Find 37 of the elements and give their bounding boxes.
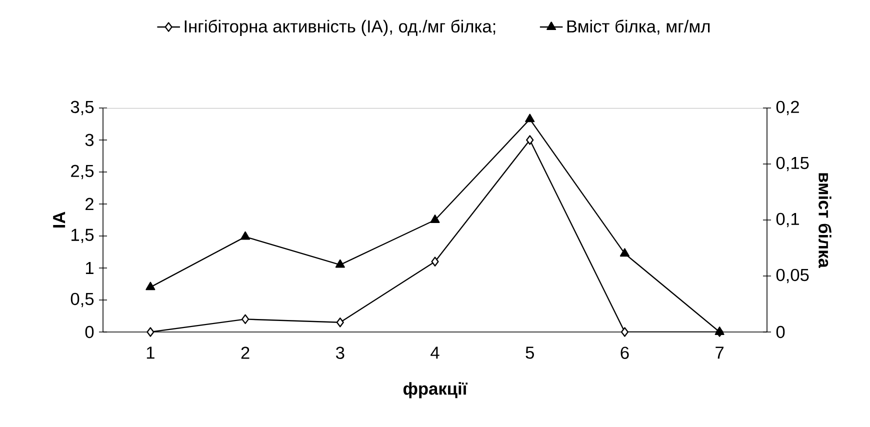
point: [241, 314, 250, 324]
y2-tick-label: 0,2: [776, 100, 799, 116]
y-tick-label: 3,5: [70, 100, 94, 116]
x-tick-label: 2: [241, 346, 250, 359]
point: [146, 327, 154, 337]
x-tick-label: 5: [526, 346, 534, 359]
x-tick-label: 7: [716, 346, 724, 359]
point: [620, 248, 630, 257]
y2-tick-label: 0,15: [776, 156, 809, 172]
x-tick-label: 3: [336, 346, 344, 359]
point: [525, 114, 535, 122]
point: [526, 135, 534, 145]
x-tick-label: 4: [430, 346, 440, 359]
legend-label: Інгібіторна активність (ІА), од./мг білка;: [184, 20, 496, 36]
y-tick-label: 1: [86, 262, 94, 274]
point: [146, 282, 156, 290]
point: [240, 231, 250, 240]
y-tick-label: 3: [85, 134, 94, 146]
y2-tick-label: 0: [776, 326, 785, 338]
point: [336, 318, 344, 328]
y-tick-label: 0,5: [70, 292, 94, 308]
y-tick-label: 2: [86, 198, 94, 210]
y-tick-label: 1,5: [72, 228, 94, 244]
legend-label: Вміст білка, мг/мл: [567, 20, 710, 35]
y2-tick-label: 0,05: [776, 268, 809, 284]
y-axis-title: ІА: [53, 212, 66, 228]
point: [430, 214, 440, 223]
y-tick-label: 0: [85, 326, 94, 338]
x-axis-title: фракції: [403, 382, 468, 398]
point: [335, 259, 345, 268]
x-tick-label: 1: [146, 346, 154, 359]
point: [431, 256, 439, 266]
y2-axis-title: вміст білка: [818, 173, 832, 268]
x-tick-label: 6: [620, 346, 629, 359]
y2-tick-label: 0,1: [776, 212, 799, 228]
point: [620, 327, 629, 337]
y-tick-label: 2,5: [71, 164, 94, 180]
